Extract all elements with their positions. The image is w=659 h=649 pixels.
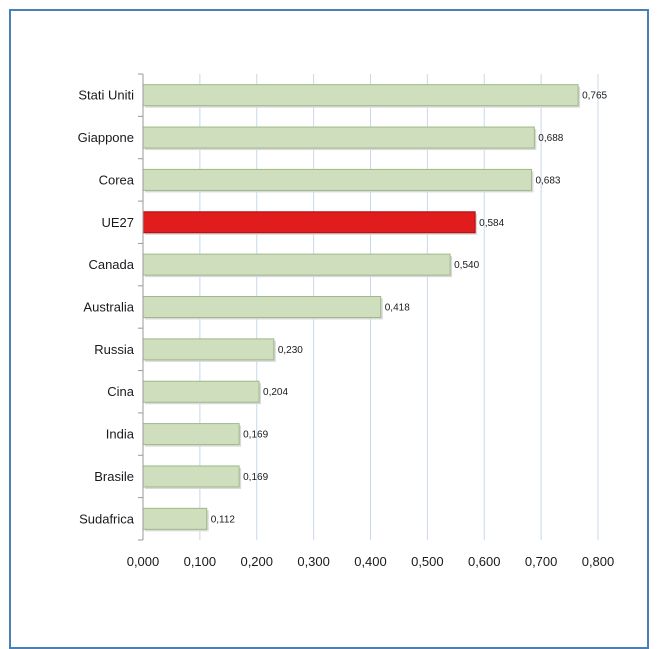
category-label: Canada xyxy=(88,257,134,272)
category-label: Cina xyxy=(107,384,135,399)
x-tick-label: 0,800 xyxy=(582,554,615,569)
axes xyxy=(138,73,144,541)
category-label: India xyxy=(106,427,135,442)
category-label: UE27 xyxy=(101,215,134,230)
data-label: 0,688 xyxy=(538,133,563,144)
x-tick-label: 0,100 xyxy=(184,554,217,569)
bar-highlight xyxy=(142,211,476,234)
category-label: Brasile xyxy=(94,469,134,484)
category-label: Sudafrica xyxy=(79,511,135,526)
category-label: Russia xyxy=(94,342,135,357)
data-label: 0,540 xyxy=(454,260,479,271)
x-tick-label: 0,000 xyxy=(127,554,160,569)
chart-frame xyxy=(9,9,649,649)
bar xyxy=(142,84,579,107)
bar xyxy=(142,126,535,149)
category-labels: Stati Uniti Giappone Corea UE27 Canada Austra… xyxy=(78,88,135,527)
x-tick-label: 0,500 xyxy=(411,554,444,569)
value-labels: 0,765 0,688 0,683 0,584 0,540 0,418 0,230 0,204… xyxy=(211,91,608,526)
data-label: 0,683 xyxy=(535,175,560,186)
bar xyxy=(142,338,275,361)
data-label: 0,765 xyxy=(582,91,607,102)
data-label: 0,204 xyxy=(263,387,288,398)
bar xyxy=(142,380,260,403)
data-label: 0,418 xyxy=(385,303,410,314)
data-label: 0,584 xyxy=(479,218,504,229)
x-tick-label: 0,200 xyxy=(240,554,273,569)
x-tick-label: 0,700 xyxy=(525,554,558,569)
category-label: Australia xyxy=(83,300,134,315)
data-label: 0,112 xyxy=(211,514,236,525)
bar-chart: Stati Uniti Giappone Corea UE27 Canada Austra… xyxy=(78,73,615,569)
bar xyxy=(142,168,532,191)
category-label: Stati Uniti xyxy=(78,88,134,103)
x-tick-label: 0,300 xyxy=(297,554,330,569)
bar xyxy=(142,465,240,488)
x-tick-label: 0,600 xyxy=(468,554,501,569)
bar xyxy=(142,296,382,318)
data-label: 0,169 xyxy=(243,472,268,483)
gridlines xyxy=(199,74,599,540)
bar xyxy=(142,507,208,530)
bar xyxy=(142,253,451,276)
tick-labels: 0,000 0,100 0,200 0,300 0,400 0,500 0,600 0,700… xyxy=(127,554,615,569)
data-label: 0,230 xyxy=(278,345,303,356)
category-label: Corea xyxy=(99,172,135,187)
x-tick-label: 0,400 xyxy=(354,554,387,569)
data-label: 0,169 xyxy=(243,430,268,441)
category-label: Giappone xyxy=(78,130,134,145)
bar xyxy=(142,423,240,446)
bars xyxy=(142,84,581,532)
